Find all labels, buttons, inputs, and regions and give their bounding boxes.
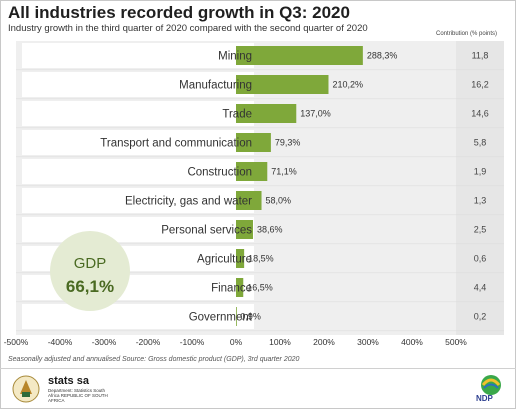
stats-sa-logo-text: stats sa [48, 375, 89, 387]
row-divider [16, 156, 504, 158]
ndp-logo-text: NDP [476, 394, 493, 403]
bar [236, 46, 363, 65]
contribution-value: 11,8 [472, 51, 489, 61]
category-label: Mining [218, 51, 252, 63]
value-label: 58,0% [266, 196, 292, 206]
x-tick-label: -100% [180, 337, 205, 347]
bar [236, 307, 237, 326]
footer-divider [0, 368, 516, 369]
value-label: 18,5% [248, 254, 274, 264]
footnote-source: Source: Gross domestic product (GDP), 3r… [122, 356, 300, 363]
category-label: Manufacturing [179, 80, 252, 92]
row-divider [16, 214, 504, 216]
ndp-logo [481, 375, 501, 395]
value-label: 16,5% [247, 283, 273, 293]
category-band [22, 159, 254, 184]
category-band [22, 304, 254, 329]
stats-sa-logo [12, 375, 40, 403]
category-band [22, 101, 254, 126]
row-divider [16, 98, 504, 100]
x-tick-label: 0% [230, 337, 243, 347]
contribution-column-background [456, 41, 504, 335]
row-divider [16, 330, 504, 332]
contribution-value: 14,6 [471, 109, 489, 119]
category-label: Electricity, gas and water [125, 196, 252, 208]
row-divider [16, 185, 504, 187]
x-tick-label: -300% [92, 337, 117, 347]
category-band [22, 130, 254, 155]
bar [236, 104, 297, 123]
x-tick-label: -400% [48, 337, 73, 347]
bar [236, 133, 271, 152]
contribution-value: 1,3 [474, 196, 487, 206]
contribution-value: 0,6 [474, 254, 487, 264]
contribution-value: 2,5 [474, 225, 487, 235]
x-tick-label: 200% [313, 337, 335, 347]
value-label: 79,3% [275, 138, 301, 148]
x-tick-label: -500% [4, 337, 29, 347]
x-tick-label: 300% [357, 337, 379, 347]
category-label: Trade [222, 109, 252, 121]
row-divider [16, 127, 504, 129]
category-band [22, 72, 254, 97]
category-label: Finance [211, 283, 252, 295]
bar [236, 162, 268, 181]
row-divider [16, 243, 504, 245]
x-tick-label: 400% [401, 337, 423, 347]
bar [236, 278, 244, 297]
gdp-label: GDP [74, 255, 107, 272]
gdp-circle [50, 231, 130, 311]
stats-sa-logo-subtext: Department: Statistics South Africa REPU… [48, 388, 108, 403]
category-label: Transport and communication [100, 138, 252, 150]
bar [236, 191, 262, 210]
contribution-value: 5,8 [474, 138, 487, 148]
row-divider [16, 69, 504, 71]
value-label: 137,0% [300, 109, 331, 119]
bar [236, 249, 245, 268]
gdp-value: 66,1% [66, 277, 114, 296]
bar [236, 75, 329, 94]
category-label: Construction [187, 167, 252, 179]
category-band [22, 43, 254, 68]
contribution-value: 1,9 [474, 167, 487, 177]
row-divider [16, 272, 504, 274]
x-tick-label: 500% [445, 337, 467, 347]
value-label: 210,2% [332, 80, 363, 90]
x-tick-label: -200% [136, 337, 161, 347]
category-label: Personal services [161, 225, 252, 237]
value-label: 0,9% [240, 312, 261, 322]
contribution-value: 4,4 [474, 283, 487, 293]
chart-subtitle: Industry growth in the third quarter of … [8, 23, 368, 34]
category-band [22, 217, 254, 242]
value-label: 71,1% [271, 167, 297, 177]
contribution-header: Contribution (% points) [436, 31, 498, 37]
value-label: 38,6% [257, 225, 283, 235]
value-label: 288,3% [367, 51, 398, 61]
bar [236, 220, 253, 239]
contribution-value: 16,2 [471, 80, 489, 90]
footnote-seasonal: Seasonally adjusted and annualised [8, 356, 121, 363]
row-divider [16, 301, 504, 303]
x-tick-label: 100% [269, 337, 291, 347]
category-label: Agriculture [197, 254, 252, 266]
contribution-value: 0,2 [474, 312, 487, 322]
chart-title: All industries recorded growth in Q3: 20… [8, 3, 350, 22]
category-label: Government [189, 312, 253, 324]
category-band [22, 188, 254, 213]
